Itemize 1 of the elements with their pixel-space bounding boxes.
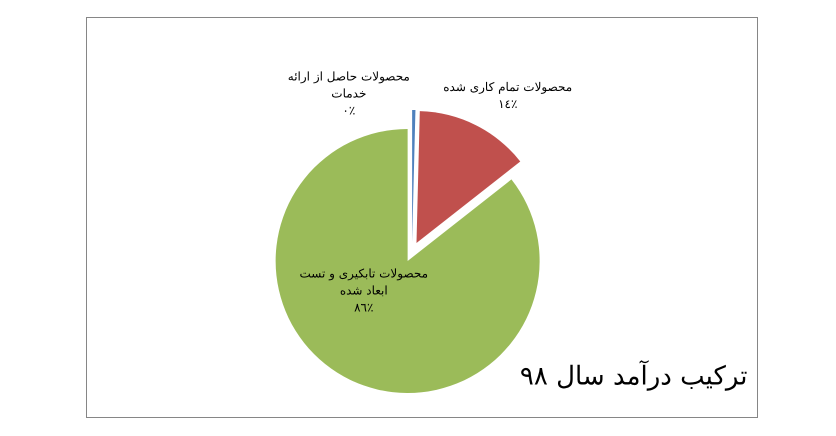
title: ترکیب درآمد سال ٩٨ — [520, 362, 748, 392]
